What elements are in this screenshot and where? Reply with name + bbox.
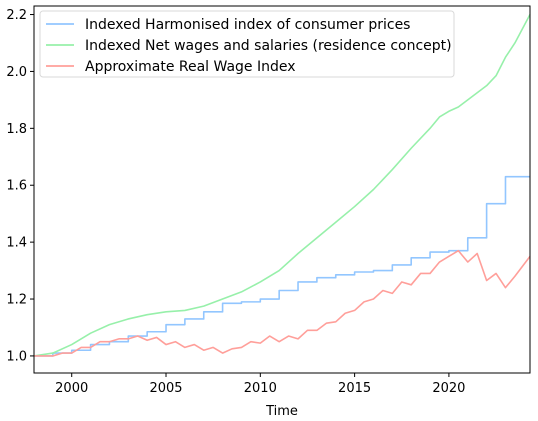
- series-layer: [33, 14, 531, 357]
- y-tick-label: 1.4: [6, 236, 27, 251]
- x-tick-label: 2000: [55, 381, 88, 396]
- y-tick-label: 1.0: [6, 349, 27, 364]
- y-tick-label: 1.2: [6, 293, 27, 308]
- y-tick-label: 1.8: [6, 122, 27, 137]
- x-tick-label: 2020: [432, 381, 465, 396]
- y-axis-ticks: 1.0 1.2 1.4 1.6 1.8 2.0 2.2: [6, 8, 34, 364]
- legend-box: [39, 10, 455, 78]
- x-axis-ticks: 2000 2005 2010 2015 2020: [55, 373, 465, 396]
- x-tick-label: 2005: [149, 381, 182, 396]
- y-tick-label: 2.0: [6, 65, 27, 80]
- x-axis-label: Time: [265, 404, 298, 419]
- series-line-2: [33, 14, 531, 357]
- y-tick-label: 1.6: [6, 179, 27, 194]
- legend-label-1: Indexed Harmonised index of consumer pri…: [85, 17, 410, 33]
- legend: Indexed Harmonised index of consumer pri…: [39, 10, 455, 78]
- x-tick-label: 2010: [244, 381, 277, 396]
- series-line-1: [34, 175, 530, 357]
- plot-frame: [33, 5, 531, 374]
- axes-layer: [33, 5, 531, 374]
- legend-label-3: Approximate Real Wage Index: [85, 59, 296, 75]
- y-tick-label: 2.2: [6, 8, 27, 23]
- x-tick-label: 2015: [338, 381, 371, 396]
- legend-label-2: Indexed Net wages and salaries (residenc…: [85, 38, 452, 54]
- series-line-3: [34, 249, 531, 357]
